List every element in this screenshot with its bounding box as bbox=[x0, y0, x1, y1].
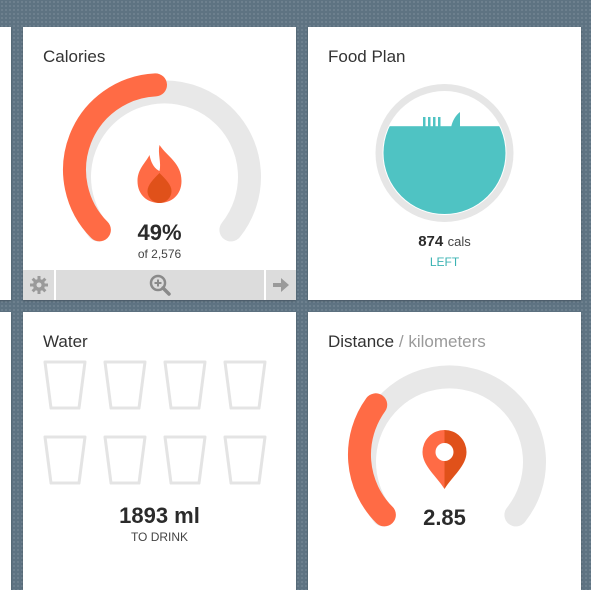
calories-title: Calories bbox=[43, 47, 106, 66]
zoom-in-icon bbox=[149, 274, 171, 296]
water-glass[interactable] bbox=[163, 360, 207, 410]
distance-title-unit: / kilometers bbox=[398, 332, 486, 351]
partial-tile-left-top bbox=[0, 27, 11, 300]
partial-tile-left-bottom bbox=[0, 312, 11, 590]
food-plan-title: Food Plan bbox=[328, 47, 406, 66]
distance-progress-arc bbox=[347, 393, 396, 527]
calories-gauge bbox=[63, 73, 261, 242]
distance-title-main: Distance bbox=[328, 332, 395, 351]
food-plan-calories-unit: cals bbox=[447, 234, 471, 249]
food-plan-calories: 874 cals bbox=[308, 233, 581, 251]
flame-icon bbox=[137, 145, 182, 203]
food-plan-calories-value: 874 bbox=[418, 233, 444, 250]
water-glass[interactable] bbox=[43, 435, 87, 485]
zoom-button[interactable] bbox=[56, 270, 264, 300]
water-title: Water bbox=[43, 332, 88, 351]
water-glass[interactable] bbox=[43, 360, 87, 410]
water-status: TO DRINK bbox=[130, 530, 189, 544]
next-button[interactable] bbox=[266, 270, 296, 300]
water-tile[interactable]: Water 1893 ml TO DRINK bbox=[23, 312, 296, 590]
calories-toolbar bbox=[23, 270, 296, 300]
arrow-right-icon bbox=[273, 278, 289, 292]
distance-tile[interactable]: Distance / kilometers 2.85 bbox=[308, 312, 581, 590]
water-glass[interactable] bbox=[103, 360, 147, 410]
fork-knife-icon bbox=[423, 112, 460, 128]
calories-goal: of 2,576 bbox=[137, 247, 182, 261]
water-glass[interactable] bbox=[103, 435, 147, 485]
calories-progress-arc bbox=[63, 73, 167, 242]
calories-tile[interactable]: Calories 49% of 2,576 bbox=[23, 27, 296, 300]
map-pin-icon bbox=[422, 430, 467, 489]
settings-button[interactable] bbox=[23, 270, 54, 300]
distance-title: Distance / kilometers bbox=[328, 332, 486, 352]
distance-value: 2.85 bbox=[423, 505, 466, 530]
water-amount: 1893 ml bbox=[119, 503, 200, 528]
water-glass[interactable] bbox=[223, 360, 267, 410]
calories-percent: 49% bbox=[137, 220, 182, 245]
distance-gauge bbox=[347, 365, 546, 527]
food-plan-tile[interactable]: Food Plan 874 cals LEFT bbox=[308, 27, 581, 300]
water-glass[interactable] bbox=[223, 435, 267, 485]
gear-icon bbox=[29, 276, 48, 294]
water-glass[interactable] bbox=[163, 435, 207, 485]
food-plan-status: LEFT bbox=[429, 255, 460, 269]
food-plan-gauge bbox=[375, 84, 514, 222]
